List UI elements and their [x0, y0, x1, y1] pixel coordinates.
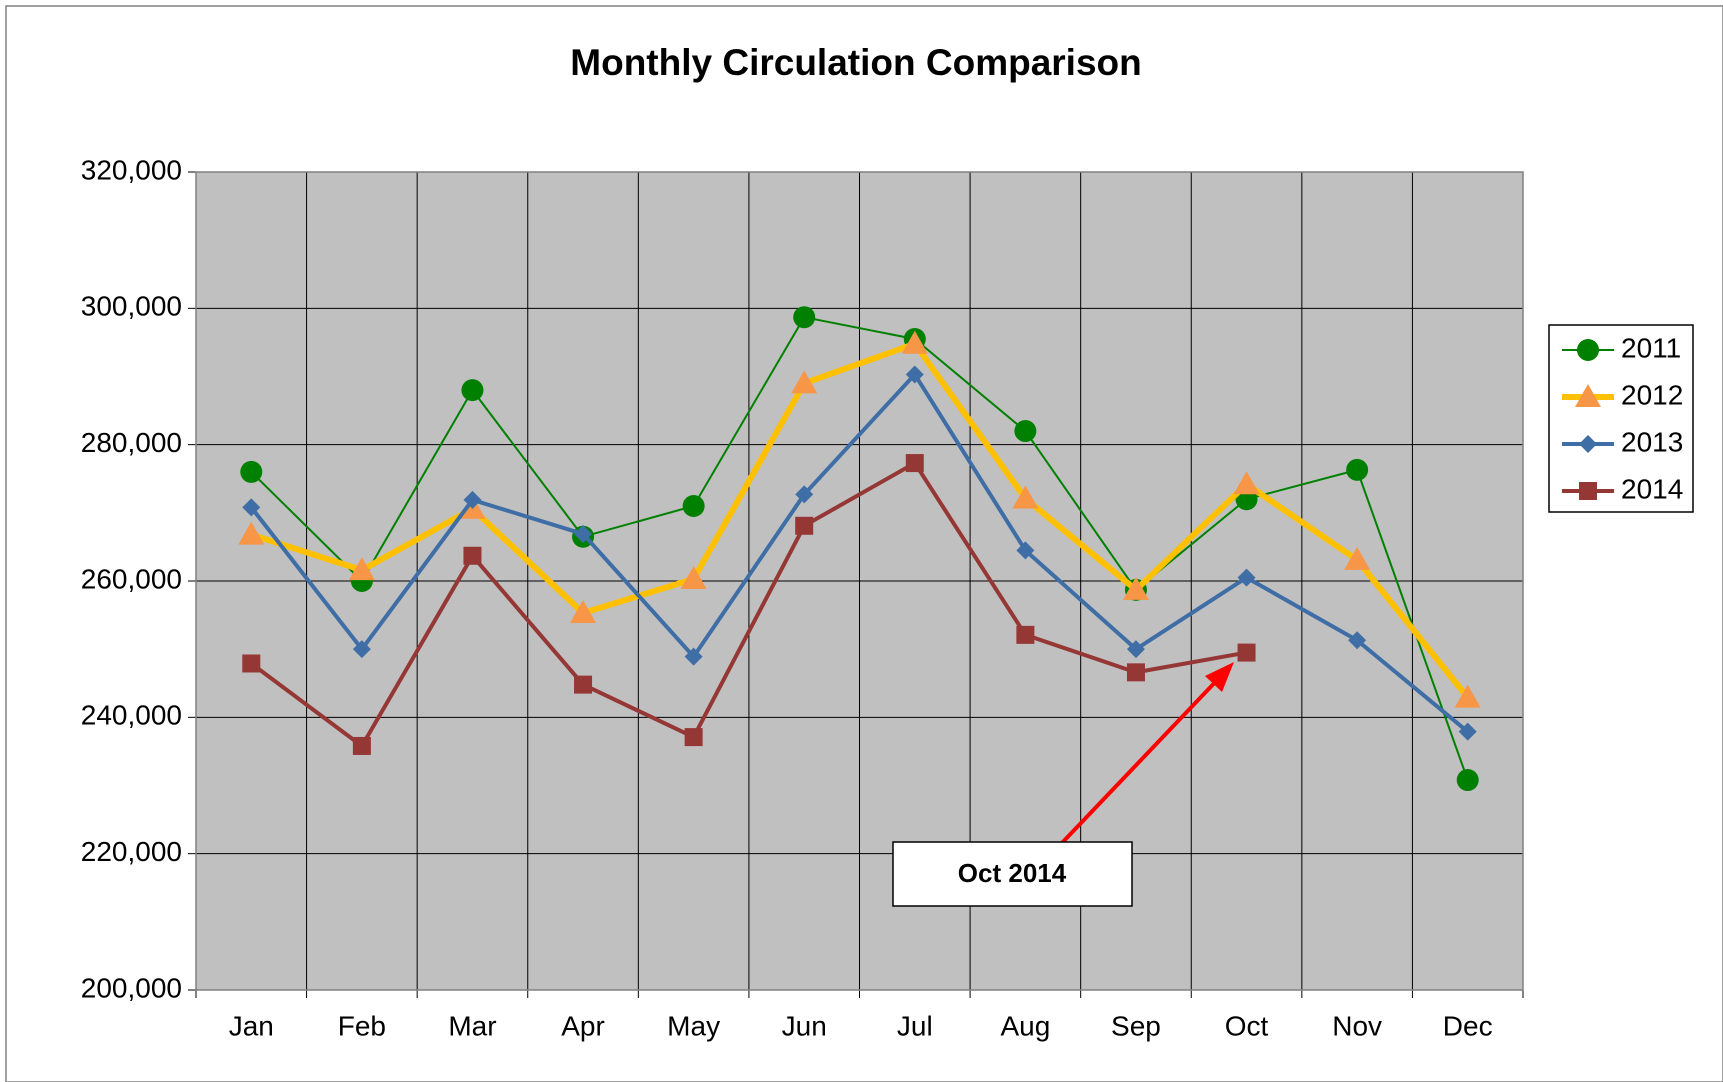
x-tick-label: Jan — [229, 1010, 274, 1041]
marker — [1016, 541, 1035, 560]
marker — [795, 485, 814, 504]
legend-marker — [1575, 384, 1601, 407]
annotation-group: Oct 2014 — [892, 662, 1234, 907]
marker — [1126, 640, 1145, 659]
legend-label: 2013 — [1621, 426, 1683, 457]
marker — [791, 370, 818, 394]
marker — [1122, 576, 1149, 600]
marker — [574, 675, 593, 694]
marker — [795, 516, 814, 535]
chart-title: Monthly Circulation Comparison — [570, 42, 1141, 83]
marker — [793, 306, 816, 329]
marker — [1016, 625, 1035, 644]
marker — [905, 454, 924, 473]
annotation-text: Oct 2014 — [958, 858, 1067, 888]
marker — [680, 565, 707, 589]
legend-label: 2014 — [1621, 473, 1683, 504]
y-tick-label: 320,000 — [81, 154, 182, 185]
marker — [1014, 420, 1037, 443]
marker — [463, 490, 482, 509]
annotation-arrowhead — [1205, 662, 1234, 692]
annotation-box — [892, 841, 1133, 907]
x-tick-label: Sep — [1111, 1010, 1161, 1041]
legend-marker — [1579, 435, 1597, 453]
x-tick-label: May — [667, 1010, 720, 1041]
legend-label: 2011 — [1621, 332, 1681, 363]
marker — [1348, 631, 1367, 650]
marker — [1344, 546, 1371, 570]
marker — [242, 498, 261, 517]
annotation-arrow — [1058, 673, 1224, 847]
marker — [463, 546, 482, 565]
marker — [1126, 663, 1145, 682]
plot-border — [195, 171, 1524, 991]
marker — [1456, 769, 1479, 792]
marker — [242, 654, 261, 673]
series-line — [250, 340, 1471, 700]
legend-box — [1548, 324, 1694, 513]
marker — [901, 330, 928, 354]
marker — [461, 379, 484, 402]
marker — [570, 600, 597, 624]
marker — [1233, 471, 1260, 495]
x-tick-label: Jul — [897, 1010, 933, 1041]
x-tick-label: Apr — [561, 1010, 605, 1041]
marker — [1237, 568, 1256, 587]
legend-marker — [1577, 339, 1599, 361]
x-tick-label: Aug — [1000, 1010, 1050, 1041]
series-line — [250, 461, 1247, 748]
x-tick-label: Dec — [1443, 1010, 1493, 1041]
marker — [240, 460, 263, 483]
marker — [352, 640, 371, 659]
marker — [238, 521, 265, 545]
x-tick-label: Jun — [782, 1010, 827, 1041]
marker — [348, 557, 375, 581]
marker — [574, 524, 593, 543]
y-tick-label: 280,000 — [81, 427, 182, 458]
y-tick-label: 200,000 — [81, 972, 182, 1003]
x-tick-label: Feb — [338, 1010, 386, 1041]
y-tick-label: 240,000 — [81, 700, 182, 731]
y-tick-label: 220,000 — [81, 836, 182, 867]
marker — [684, 728, 703, 747]
marker — [1346, 458, 1369, 481]
marker — [1458, 722, 1477, 741]
marker — [352, 736, 371, 755]
marker — [1237, 643, 1256, 662]
legend-label: 2012 — [1621, 379, 1683, 410]
marker — [682, 495, 705, 518]
y-tick-label: 300,000 — [81, 291, 182, 322]
legend: 2011 2012 2013 2014 — [1548, 324, 1694, 513]
legend-marker — [1579, 482, 1597, 500]
marker — [905, 365, 924, 384]
marker — [1012, 485, 1039, 509]
x-tick-label: Oct — [1225, 1010, 1269, 1041]
marker — [684, 647, 703, 666]
series-line — [249, 372, 1469, 734]
x-tick-label: Mar — [448, 1010, 496, 1041]
x-tick-label: Nov — [1332, 1010, 1382, 1041]
marker — [1454, 684, 1481, 708]
plot-area: 200,000 220,000 240,000 260,000 280,000 300,0… — [81, 154, 1524, 1041]
y-tick-label: 260,000 — [81, 563, 182, 594]
